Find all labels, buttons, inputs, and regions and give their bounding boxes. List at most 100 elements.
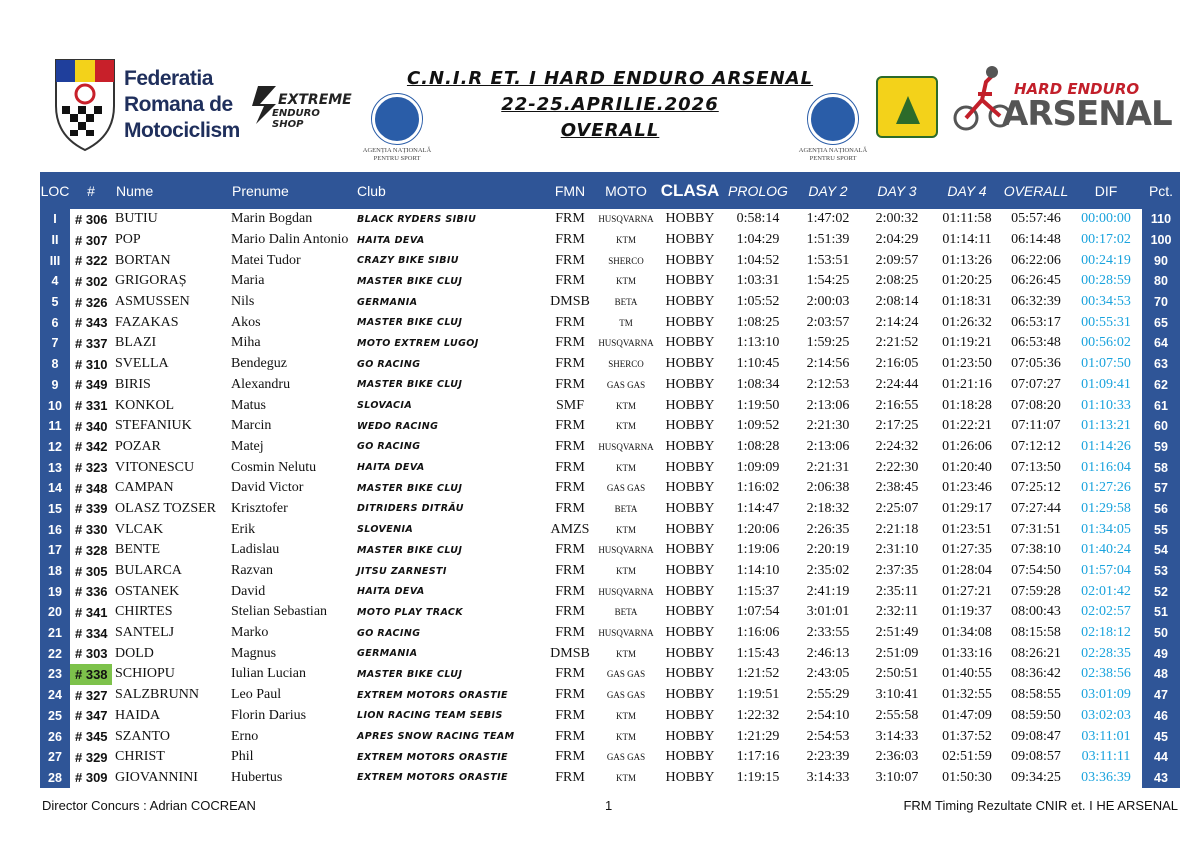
- cell-club: MASTER BIKE CLUJ: [357, 668, 463, 680]
- cell-fmn: FRM: [555, 728, 585, 744]
- cell-prenume: Krisztofer: [231, 500, 288, 516]
- cell-prolog: 1:19:06: [736, 542, 780, 558]
- cell-loc: 7: [40, 333, 70, 354]
- cell-loc: 20: [40, 602, 70, 623]
- arsenal-logo-line2: ARSENAL: [1002, 94, 1173, 134]
- table-row: 16 # 330 VLCAK Erik SLOVENIA AMZS KTM HOBBY 1:20…: [40, 519, 1180, 540]
- cell-moto: KTM: [616, 566, 636, 577]
- cell-fmn: FRM: [555, 356, 585, 372]
- cell-prolog: 1:14:47: [736, 500, 780, 516]
- cell-prenume: David Victor: [231, 480, 304, 496]
- cell-bib: # 338: [70, 664, 112, 685]
- cell-prolog: 1:08:28: [736, 438, 780, 454]
- cell-fmn: FRM: [555, 376, 585, 392]
- cell-nume: ASMUSSEN: [115, 294, 190, 310]
- table-row: 17 # 328 BENTE Ladislau MASTER BIKE CLUJ FRM H…: [40, 540, 1180, 561]
- cell-prolog: 1:21:52: [736, 666, 780, 682]
- cell-day4: 01:21:16: [942, 376, 992, 392]
- column-header-loc: LOC: [40, 172, 70, 209]
- cell-moto: BETA: [614, 607, 638, 618]
- cell-nume: BORTAN: [115, 252, 171, 268]
- cell-pct: 48: [1142, 664, 1180, 685]
- cell-day3: 2:36:03: [875, 749, 919, 765]
- gov-logo-right: AGENȚIA NAȚIONALĂ PENTRU SPORT: [788, 93, 878, 164]
- cell-day4: 01:14:11: [942, 232, 992, 248]
- cell-clasa: HOBBY: [665, 583, 715, 599]
- cell-pct: 46: [1142, 705, 1180, 727]
- cell-prolog: 1:19:51: [736, 687, 780, 703]
- cell-fmn: FRM: [555, 563, 585, 579]
- cell-overall: 07:31:51: [1011, 521, 1061, 537]
- frm-logo-line1: Federatia: [124, 67, 213, 90]
- cell-bib: # 302: [75, 273, 108, 289]
- cell-moto: GAS GAS: [606, 690, 646, 701]
- cell-moto: KTM: [616, 772, 636, 783]
- cell-bib: # 337: [75, 335, 108, 351]
- cell-prenume: Miha: [231, 335, 261, 351]
- table-row: 15 # 339 OLASZ TOZSER Krisztofer DITRIDERS D…: [40, 498, 1180, 520]
- cell-day2: 2:03:57: [806, 314, 850, 330]
- cell-nume: BULARCA: [115, 563, 182, 579]
- cell-nume: BIRIS: [115, 376, 151, 392]
- cell-prenume: Hubertus: [231, 769, 283, 785]
- cell-fmn: FRM: [555, 666, 585, 682]
- cell-clasa: HOBBY: [665, 645, 715, 661]
- cell-dif: 02:28:35: [1081, 645, 1131, 661]
- cell-pct: 58: [1142, 457, 1180, 478]
- cell-fmn: FRM: [555, 418, 585, 434]
- cell-club: MASTER BIKE CLUJ: [357, 544, 463, 556]
- column-header-bib: #: [70, 172, 112, 209]
- cell-dif: 00:17:02: [1081, 232, 1131, 248]
- cell-day3: 2:51:49: [875, 625, 919, 641]
- cell-bib: # 345: [75, 729, 108, 745]
- cell-bib: # 305: [75, 563, 108, 579]
- cell-day4: 01:23:50: [942, 356, 992, 372]
- cell-pct: 47: [1142, 684, 1180, 706]
- cell-fmn: FRM: [555, 314, 585, 330]
- cell-nume: BENTE: [115, 542, 161, 558]
- cell-loc: 12: [40, 436, 70, 458]
- cell-dif: 02:02:57: [1081, 604, 1131, 620]
- cell-moto: KTM: [616, 276, 636, 287]
- cell-pct: 100: [1142, 229, 1180, 251]
- cell-overall: 09:08:47: [1011, 728, 1061, 744]
- cell-overall: 07:25:12: [1011, 480, 1061, 496]
- cell-day3: 2:32:11: [875, 604, 919, 620]
- cell-dif: 03:11:11: [1081, 749, 1131, 765]
- cell-pct: 64: [1142, 333, 1180, 354]
- cell-prolog: 1:08:34: [736, 376, 780, 392]
- cell-overall: 06:22:06: [1011, 252, 1061, 268]
- cell-prolog: 1:05:52: [736, 294, 780, 310]
- cell-overall: 08:26:21: [1011, 645, 1061, 661]
- cell-day3: 2:21:18: [875, 521, 919, 537]
- cell-prolog: 1:13:10: [736, 335, 780, 351]
- title-line2: 22-25.APRILIE.2026: [501, 94, 719, 115]
- cell-fmn: AMZS: [550, 521, 590, 537]
- cell-dif: 02:01:42: [1081, 583, 1131, 599]
- cell-dif: 02:18:12: [1081, 625, 1131, 641]
- club-logo: [876, 76, 938, 138]
- cell-prenume: Erno: [231, 728, 259, 744]
- cell-dif: 00:00:00: [1081, 211, 1131, 227]
- cell-dif: 01:09:41: [1081, 376, 1131, 392]
- cell-prenume: Matej: [231, 438, 264, 454]
- cell-overall: 09:08:57: [1011, 749, 1061, 765]
- cell-bib: # 323: [75, 460, 108, 476]
- cell-loc: 16: [40, 519, 70, 540]
- cell-pct: 55: [1142, 519, 1180, 540]
- cell-dif: 00:56:02: [1081, 335, 1131, 351]
- cell-day3: 2:08:25: [875, 273, 919, 289]
- cell-day4: 01:20:25: [942, 273, 992, 289]
- cell-loc: 28: [40, 767, 70, 789]
- cell-prenume: Maria: [231, 273, 265, 289]
- cell-day4: 01:26:06: [942, 438, 992, 454]
- cell-nume: BUTIU: [115, 211, 158, 227]
- cell-moto: KTM: [616, 400, 636, 411]
- cell-loc: 19: [40, 581, 70, 603]
- cell-day3: 2:51:09: [875, 645, 919, 661]
- cell-overall: 06:32:39: [1011, 294, 1061, 310]
- cell-moto: KTM: [616, 235, 636, 246]
- table-row: 23 # 338 SCHIOPU Iulian Lucian MASTER BIKE C…: [40, 664, 1180, 685]
- cell-day2: 1:47:02: [806, 211, 850, 227]
- cell-pct: 62: [1142, 374, 1180, 396]
